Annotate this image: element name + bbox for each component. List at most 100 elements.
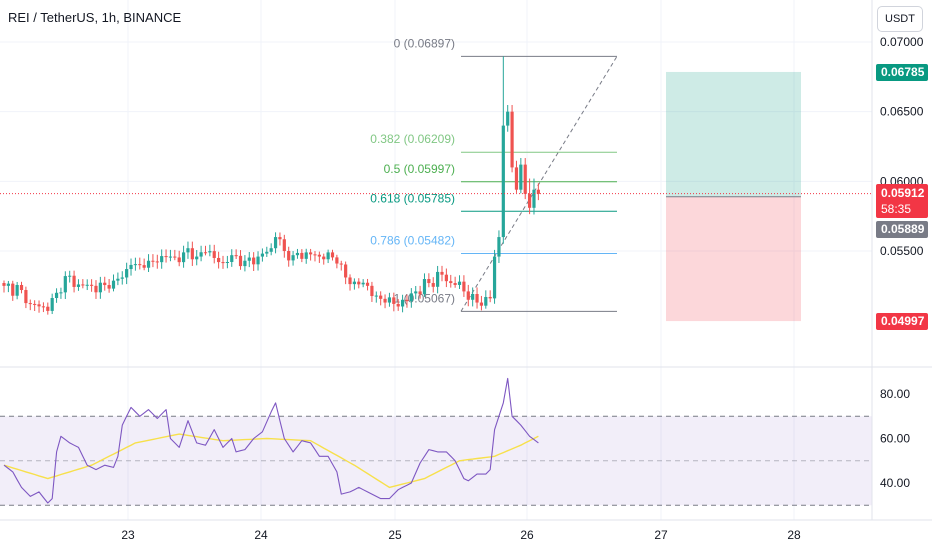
candle-body (304, 252, 308, 259)
candle-body (6, 283, 10, 286)
candle-body (186, 248, 190, 253)
price-tick-label: 0.05500 (880, 244, 924, 258)
candle-body (11, 283, 15, 296)
candle-body (28, 303, 32, 305)
candle-body (208, 251, 212, 253)
candle-body (497, 237, 501, 257)
candle-body (125, 269, 129, 278)
candle-body (41, 306, 46, 308)
candle-body (252, 257, 256, 265)
candle-body (85, 284, 89, 286)
candle-body (322, 256, 326, 260)
candle-body (501, 125, 505, 238)
time-tick-label: 23 (121, 528, 135, 542)
current-price-value: 0.05912 (881, 186, 925, 200)
candle-body (457, 281, 462, 285)
candle-body (164, 256, 168, 258)
candle-body (212, 251, 216, 258)
fib-level-label-1: 0.382 (0.06209) (370, 132, 455, 146)
candle-body (309, 252, 313, 255)
candle-body (418, 291, 422, 295)
candle-body (146, 260, 151, 268)
current-price-badge: 0.05912 58:35 (876, 184, 928, 218)
target-price-badge: 0.06785 (876, 64, 928, 81)
candle-body (339, 263, 343, 265)
candle-body (195, 256, 199, 260)
rsi-tick-label: 40.00 (880, 476, 910, 490)
candle-body (94, 285, 98, 293)
price-tick-label: 0.06500 (880, 105, 924, 119)
candle-body (199, 252, 203, 257)
candle-body (462, 281, 466, 292)
candle-body (466, 291, 470, 300)
candle-body (348, 277, 352, 285)
countdown-timer: 58:35 (881, 202, 912, 216)
candle-body (19, 284, 24, 291)
candle-body (400, 299, 405, 307)
candle-body (234, 255, 238, 257)
candle-body (365, 282, 370, 286)
candle-body (536, 189, 540, 194)
candle-body (392, 297, 396, 304)
candle-body (427, 279, 431, 284)
candle-body (492, 256, 497, 299)
candle-body (287, 251, 291, 261)
fib-level-label-0: 0 (0.06897) (394, 36, 455, 50)
fib-level-label-5: 1 (0.05067) (394, 291, 455, 305)
candle-body (151, 260, 155, 262)
candle-body (203, 252, 208, 254)
candle-body (81, 284, 85, 286)
candle-body (532, 189, 536, 208)
candle-body (300, 252, 304, 259)
candle-body (282, 239, 286, 251)
candle-body (247, 257, 251, 261)
candle-body (523, 164, 527, 194)
candle-body (142, 265, 146, 268)
candle-body (98, 282, 102, 293)
candle-body (510, 111, 514, 168)
candle-body (449, 281, 453, 284)
time-tick-label: 24 (254, 528, 268, 542)
fib-level-label-4: 0.786 (0.05482) (370, 234, 455, 248)
candle-body (317, 254, 321, 257)
candle-body (72, 275, 76, 287)
candle-body (37, 304, 41, 307)
fib-level-label-2: 0.5 (0.05997) (384, 162, 455, 176)
candle-body (269, 248, 273, 252)
time-tick-label: 28 (787, 528, 801, 542)
candle-body (409, 293, 413, 302)
currency-button[interactable]: USDT (877, 6, 923, 32)
target-zone[interactable] (666, 71, 801, 197)
candle-body (357, 281, 361, 285)
stop-zone[interactable] (666, 196, 801, 322)
candle-body (260, 253, 265, 257)
candle-body (273, 237, 278, 249)
candle-body (379, 295, 383, 299)
candle-body (90, 284, 94, 286)
candle-body (479, 302, 484, 306)
rsi-ma-line (3, 433, 539, 489)
candle-body (129, 264, 133, 270)
candle-body (24, 290, 28, 304)
candle-body (168, 256, 173, 258)
candle-body (344, 264, 348, 278)
candle-body (278, 237, 282, 240)
fib-trend-line (460, 56, 618, 312)
candle-body (256, 256, 260, 265)
fibonacci-retracement[interactable]: 0 (0.06897) 0.382 (0.06209) 0.5 (0.05997) 0… (370, 36, 618, 312)
candle-body (33, 303, 37, 305)
candle-body (243, 260, 247, 267)
candle-body (68, 275, 72, 277)
rsi-tick-label: 80.00 (880, 387, 910, 401)
candle-body (225, 261, 229, 263)
candle-body (396, 303, 400, 307)
candle-body (181, 252, 186, 263)
candle-body (528, 193, 532, 208)
candle-body (431, 283, 435, 287)
rsi-tick-label: 60.00 (880, 432, 910, 446)
candle-body (361, 282, 365, 285)
time-tick-label: 25 (388, 528, 402, 542)
candle-body (107, 285, 111, 289)
candle-body (326, 252, 330, 260)
